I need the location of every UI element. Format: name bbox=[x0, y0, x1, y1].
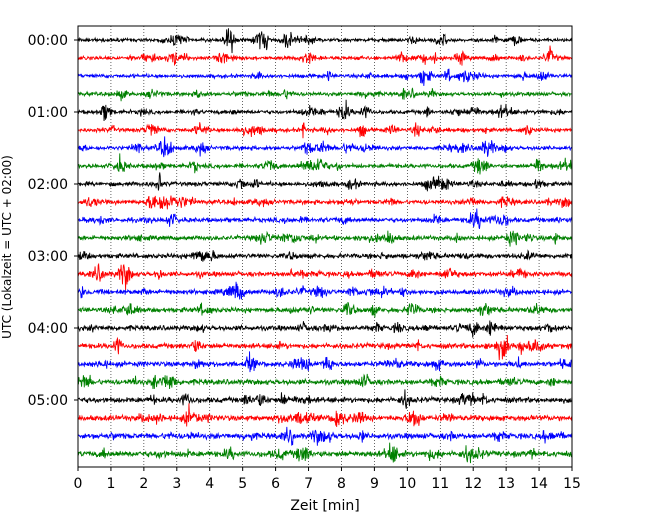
seismic-trace bbox=[77, 122, 573, 139]
seismic-trace bbox=[77, 230, 573, 247]
x-tick-label: 7 bbox=[304, 476, 313, 492]
x-tick-label: 0 bbox=[74, 476, 83, 492]
x-tick-label: 12 bbox=[464, 476, 482, 492]
seismic-trace bbox=[77, 172, 573, 192]
x-tick-label: 8 bbox=[337, 476, 346, 492]
x-tick-label: 1 bbox=[106, 476, 115, 492]
plot-frame bbox=[77, 25, 573, 468]
seismic-trace bbox=[77, 426, 573, 446]
plot-area bbox=[78, 26, 572, 467]
x-tick-label: 5 bbox=[238, 476, 247, 492]
x-tick-label: 6 bbox=[271, 476, 280, 492]
seismic-trace bbox=[77, 28, 573, 54]
x-tick-label: 10 bbox=[398, 476, 416, 492]
seismic-trace bbox=[77, 389, 573, 409]
y-tick-label: 01:00 bbox=[28, 105, 68, 121]
seismic-trace bbox=[77, 87, 573, 102]
seismic-trace bbox=[77, 68, 573, 86]
seismic-trace bbox=[77, 195, 573, 210]
seismic-trace bbox=[77, 262, 573, 290]
seismic-trace bbox=[77, 373, 573, 390]
y-axis-ticks: 00:00 01:00 02:00 03:00 04:00 05:00 bbox=[28, 33, 78, 409]
x-tick-label: 14 bbox=[530, 476, 548, 492]
y-tick-label: 02:00 bbox=[28, 177, 68, 193]
seismic-trace bbox=[77, 320, 573, 338]
x-tick-label: 4 bbox=[205, 476, 214, 492]
x-tick-label: 13 bbox=[497, 476, 515, 492]
seismic-trace bbox=[77, 153, 573, 175]
seismic-trace bbox=[77, 208, 573, 229]
y-tick-label: 03:00 bbox=[28, 249, 68, 265]
y-tick-label: 00:00 bbox=[28, 33, 68, 49]
x-tick-label: 3 bbox=[172, 476, 181, 492]
seismic-trace bbox=[77, 403, 573, 427]
seismic-trace bbox=[77, 45, 573, 66]
x-tick-label: 2 bbox=[139, 476, 148, 492]
seismic-trace bbox=[77, 136, 573, 158]
x-tick-label: 15 bbox=[563, 476, 581, 492]
seismic-trace bbox=[77, 281, 573, 300]
y-tick-label: 05:00 bbox=[28, 393, 68, 409]
x-axis-ticks: 0 1 2 3 4 5 6 7 8 9 10 11 12 13 14 15 bbox=[74, 467, 581, 492]
seismic-trace bbox=[77, 351, 573, 373]
y-tick-label: 04:00 bbox=[28, 321, 68, 337]
x-tick-label: 11 bbox=[431, 476, 449, 492]
seismic-trace bbox=[77, 249, 573, 262]
seismic-trace bbox=[77, 442, 573, 464]
x-tick-label: 9 bbox=[370, 476, 379, 492]
y-axis-label: UTC (Lokalzeit = UTC + 02:00) bbox=[0, 155, 14, 339]
trace-layer bbox=[77, 28, 573, 464]
seismic-trace bbox=[77, 99, 573, 122]
x-axis-label: Zeit [min] bbox=[290, 498, 359, 514]
seismic-trace bbox=[77, 335, 573, 361]
seismic-trace bbox=[77, 301, 573, 318]
